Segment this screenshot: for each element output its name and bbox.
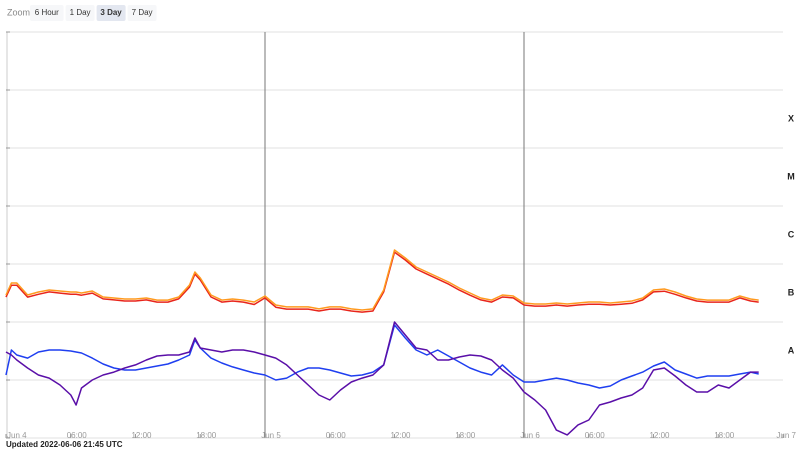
- zoom-button[interactable]: [127, 5, 157, 21]
- flare-class-label: X: [788, 113, 794, 123]
- footer: Updated 2022-06-06 21:45 UTC: [6, 440, 123, 449]
- x-tick-label: 12:00: [390, 431, 411, 440]
- x-tick-label: Jun 5: [261, 431, 281, 440]
- zoom-button[interactable]: [65, 5, 95, 21]
- zoom-option[interactable]: 3 Day: [100, 8, 122, 17]
- zoom-option[interactable]: 6 Hour: [35, 8, 59, 17]
- zoom-option[interactable]: 7 Day: [132, 8, 153, 17]
- flare-class-label: A: [788, 345, 795, 355]
- flux-line: [5, 249, 759, 311]
- x-tick-label: 06:00: [67, 431, 88, 440]
- x-tick-label: 06:00: [326, 431, 347, 440]
- x-tick-label: Jun 4: [7, 431, 27, 440]
- flux-line: [5, 251, 759, 313]
- flare-class-label: C: [788, 229, 795, 239]
- flux-line: [5, 321, 759, 436]
- zoom-label: Zoom: [7, 7, 30, 17]
- zoom-option[interactable]: 1 Day: [70, 8, 91, 17]
- zoom-button[interactable]: [96, 5, 126, 21]
- flux-line: [5, 324, 759, 389]
- x-tick-label: 12:00: [131, 431, 152, 440]
- flare-class-label: B: [788, 287, 795, 297]
- x-tick-label: Jun 7: [776, 431, 796, 440]
- x-tick-label: 18:00: [455, 431, 476, 440]
- zoom-button[interactable]: [30, 5, 64, 21]
- x-tick-label: 12:00: [649, 431, 670, 440]
- x-tick-label: 18:00: [196, 431, 217, 440]
- x-tick-label: 18:00: [714, 431, 735, 440]
- flare-class-label: M: [787, 171, 795, 181]
- x-tick-label: Jun 6: [520, 431, 540, 440]
- x-tick-label: 06:00: [585, 431, 606, 440]
